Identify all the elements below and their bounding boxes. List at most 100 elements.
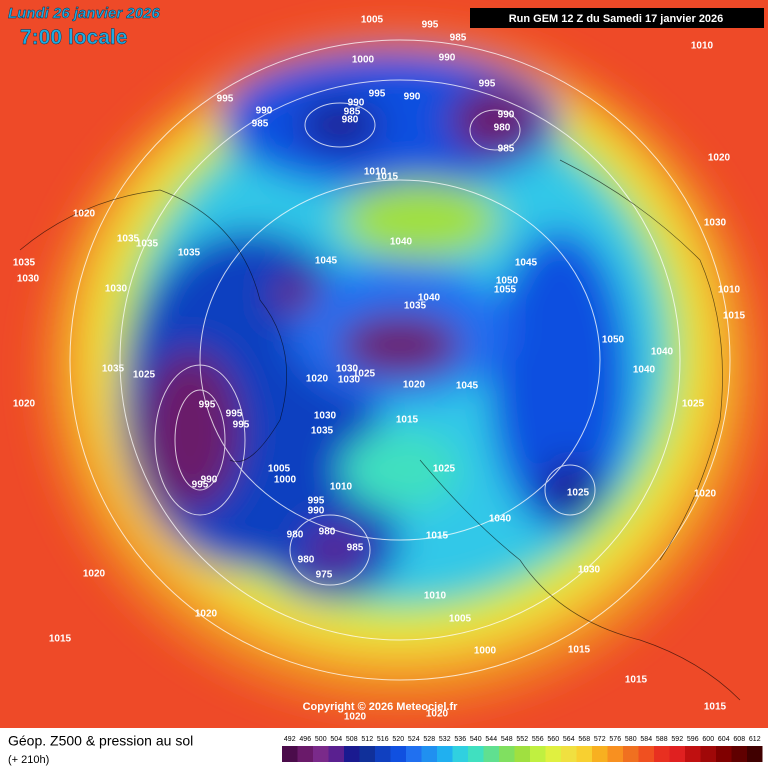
scale-label: 612 <box>749 736 761 743</box>
isobar-label: 1020 <box>73 209 96 220</box>
scale-cell <box>297 746 313 762</box>
scale-label: 568 <box>578 736 590 743</box>
isobar-label: 1015 <box>49 634 72 645</box>
isobar-label: 1045 <box>315 256 338 267</box>
scale-cell <box>468 746 484 762</box>
isobar-label: 980 <box>342 115 359 126</box>
scale-cell <box>638 746 654 762</box>
isobar-label: 1015 <box>625 675 648 686</box>
isobar-label: 985 <box>450 33 467 44</box>
scale-cell <box>607 746 623 762</box>
isobar-label: 995 <box>422 20 439 31</box>
scale-label: 576 <box>609 736 621 743</box>
isobar-label: 985 <box>498 144 515 155</box>
scale-label: 548 <box>501 736 513 743</box>
scale-label: 556 <box>532 736 544 743</box>
scale-cell <box>328 746 344 762</box>
isobar-label: 1005 <box>361 15 384 26</box>
scale-label: 520 <box>392 736 404 743</box>
scale-label: 524 <box>408 736 420 743</box>
isobar-label: 995 <box>479 79 496 90</box>
isobar-label: 1040 <box>633 365 656 376</box>
isobar-label: 1010 <box>691 41 714 52</box>
isobar-label: 1020 <box>403 380 426 391</box>
copyright: Copyright © 2026 Meteociel.fr <box>303 701 459 713</box>
scale-cell <box>421 746 437 762</box>
isobar-label: 995 <box>199 400 216 411</box>
isobar-label: 1000 <box>352 55 375 66</box>
isobar-label: 1015 <box>723 311 746 322</box>
scale-label: 560 <box>547 736 559 743</box>
isobar-label: 985 <box>347 543 364 554</box>
isobar-label: 1020 <box>83 569 106 580</box>
scale-cell <box>344 746 360 762</box>
date: Lundi 26 janvier 2026 <box>8 5 160 22</box>
isobar-label: 975 <box>316 570 333 581</box>
isobar-label: 1015 <box>376 172 399 183</box>
isobar-label: 1025 <box>433 464 456 475</box>
isobar-label: 1035 <box>404 301 427 312</box>
scale-cell <box>483 746 499 762</box>
scale-cell <box>685 746 701 762</box>
scale-cell <box>313 746 329 762</box>
scale-label: 540 <box>470 736 482 743</box>
scale-cell <box>669 746 685 762</box>
isobar-label: 1025 <box>567 488 590 499</box>
isobar-label: 1040 <box>489 514 512 525</box>
scale-label: 608 <box>733 736 745 743</box>
scale-label: 536 <box>454 736 466 743</box>
scale-cell <box>700 746 716 762</box>
color-scale: 492 496 500 504 508 512 516 520 524 528 532 536 540 5… <box>282 736 763 762</box>
isobar-label: 1030 <box>17 274 40 285</box>
isobar-label: 990 <box>256 106 273 117</box>
scale-label: 528 <box>423 736 435 743</box>
scale-label: 544 <box>485 736 497 743</box>
isobar-label: 995 <box>308 496 325 507</box>
scale-label: 508 <box>346 736 358 743</box>
scale-label: 552 <box>516 736 528 743</box>
scale-label: 516 <box>377 736 389 743</box>
scale-cell <box>437 746 453 762</box>
scale-cell <box>514 746 530 762</box>
isobar-label: 995 <box>226 409 243 420</box>
isobar-label: 1030 <box>105 284 128 295</box>
isobar-label: 995 <box>369 89 386 100</box>
isobar-label: 985 <box>252 119 269 130</box>
isobar-label: 1020 <box>426 709 449 720</box>
scale-cell <box>731 746 747 762</box>
isobar-label: 980 <box>319 527 336 538</box>
isobar-label: 990 <box>498 110 515 121</box>
scale-label: 512 <box>361 736 373 743</box>
isobar-label: 1030 <box>336 364 359 375</box>
scale-cell <box>499 746 515 762</box>
isobar-label: 1035 <box>311 426 334 437</box>
isobar-label: 990 <box>404 92 421 103</box>
scale-cell <box>561 746 577 762</box>
isobar-label: 1030 <box>338 375 361 386</box>
isobar-label: 1010 <box>718 285 741 296</box>
scale-label: 604 <box>718 736 730 743</box>
isobar-label: 1000 <box>474 646 497 657</box>
scale-cell <box>390 746 406 762</box>
isobar-label: 1015 <box>568 645 591 656</box>
isobar-label: 1055 <box>494 285 517 296</box>
scale-label: 564 <box>563 736 575 743</box>
isobar-label: 1040 <box>651 347 674 358</box>
isobar-label: 1040 <box>390 237 413 248</box>
scale-cell <box>716 746 732 762</box>
isobar-label: 995 <box>217 94 234 105</box>
scale-cell <box>359 746 375 762</box>
isobar-label: 1035 <box>178 248 201 259</box>
isobar-label: 1005 <box>449 614 472 625</box>
isobar-label: 995 <box>192 480 209 491</box>
isobar-label: 990 <box>201 475 218 486</box>
scale-label: 584 <box>640 736 652 743</box>
scale-label: 588 <box>656 736 668 743</box>
isobar-label: 1050 <box>602 335 625 346</box>
isobar-label: 1030 <box>578 565 601 576</box>
isobar-label: 1020 <box>694 489 717 500</box>
scale-cell <box>375 746 391 762</box>
isobar-label: 990 <box>439 53 456 64</box>
isobar-label: 980 <box>287 530 304 541</box>
